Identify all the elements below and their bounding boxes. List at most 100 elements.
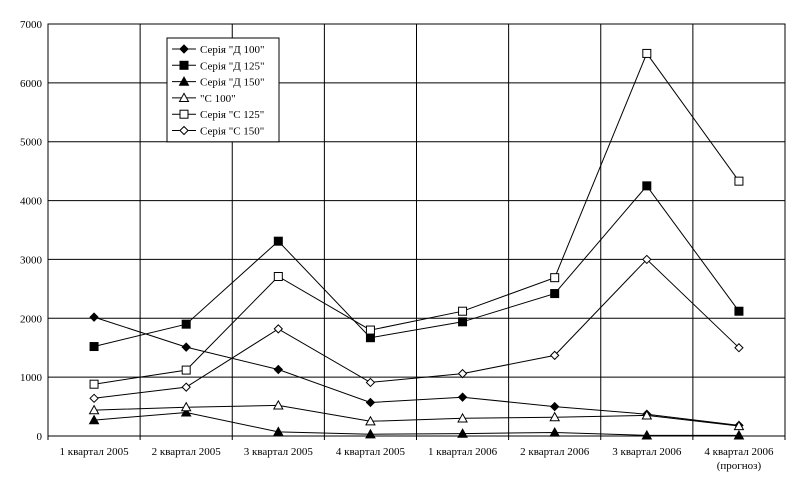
data-point: [641, 409, 653, 420]
data-point: [365, 397, 376, 408]
legend-marker: [179, 109, 189, 119]
series-line: [94, 404, 739, 427]
data-point: [458, 306, 468, 316]
legend-item: "С 100": [172, 92, 236, 105]
x-tick-label: 2 квартал 2005: [152, 446, 222, 458]
legend-label: "С 100": [200, 93, 236, 105]
legend-label: Серія "Д 125": [200, 60, 264, 72]
data-point: [88, 404, 100, 415]
legend-label: Серія "С 125": [200, 109, 264, 121]
legend-label: Серія "Д 100": [200, 44, 264, 56]
data-point: [365, 325, 375, 335]
data-point: [365, 415, 376, 426]
data-point: [457, 428, 468, 438]
data-point: [457, 368, 468, 379]
y-tick-label: 4000: [20, 196, 43, 208]
x-tick-labels: 1 квартал 2005 2 квартал 2005 3 квартал 20…: [60, 446, 774, 472]
series-0: [89, 312, 744, 431]
y-tick-label: 2000: [20, 313, 43, 325]
series-group: [88, 48, 745, 440]
series-line: [94, 411, 739, 436]
y-tick-labels: 0 1000 2000 3000 4000 5000 6000 7000: [20, 19, 43, 443]
data-point: [733, 420, 745, 431]
legend-item: Серія "Д 150": [172, 76, 264, 89]
data-point: [642, 48, 652, 58]
legend-marker: [179, 44, 189, 54]
legend-label: Серія "Д 150": [200, 77, 264, 89]
data-point: [734, 306, 744, 316]
x-tick-label: 3 квартал 2005: [244, 446, 314, 458]
data-point: [365, 333, 375, 343]
x-tick-label: 3 квартал 2006: [612, 446, 682, 458]
legend-item: Серія "Д 100": [172, 44, 264, 56]
legend-item: Серія "С 150": [172, 126, 264, 138]
data-point: [642, 181, 652, 191]
data-point: [273, 324, 284, 334]
x-tick-label: 4 квартал 2006: [704, 446, 774, 458]
legend-marker: [178, 92, 190, 102]
data-point: [549, 426, 561, 437]
series-line: [94, 52, 740, 385]
series-line: [93, 185, 740, 347]
data-point: [180, 406, 192, 417]
legend-box: [166, 37, 280, 143]
legend-item: Серія "С 125": [172, 109, 264, 121]
data-point: [733, 429, 745, 440]
series-4: [89, 48, 744, 389]
series-2: [88, 406, 745, 440]
data-point: [272, 399, 284, 410]
x-tick-label: 4 квартал 2005: [336, 446, 406, 458]
data-point: [457, 412, 468, 423]
data-point: [734, 343, 744, 353]
y-tick-label: 7000: [20, 19, 43, 31]
series-3: [88, 399, 745, 431]
legend-marker: [179, 125, 189, 136]
legend: Серія "Д 100" Серія "Д 125" Серія "Д 150" "…: [166, 37, 280, 143]
x-tick-label: 2 квартал 2006: [520, 446, 590, 458]
legend-label: Серія "С 150": [200, 126, 264, 138]
data-point: [273, 236, 283, 246]
data-point: [641, 429, 653, 440]
series-line: [93, 316, 739, 426]
data-point: [365, 377, 376, 388]
data-point: [89, 312, 99, 322]
x-tick-label: 1 квартал 2006: [428, 446, 498, 458]
data-point: [181, 365, 191, 375]
data-point: [89, 379, 99, 389]
data-point: [642, 254, 652, 265]
data-point: [181, 382, 191, 392]
y-tick-label: 6000: [20, 78, 43, 90]
data-point: [273, 271, 283, 281]
data-point: [457, 392, 468, 402]
data-point: [88, 414, 100, 425]
data-point: [272, 426, 284, 436]
data-point: [550, 273, 560, 283]
data-point: [273, 364, 284, 375]
data-point: [365, 428, 376, 439]
x-tick-label: 1 квартал 2005: [60, 446, 130, 458]
data-point: [550, 289, 560, 299]
data-point: [89, 342, 99, 352]
legend-item: Серія "Д 125": [172, 60, 264, 72]
data-point: [549, 411, 561, 422]
data-point: [458, 317, 468, 327]
series-line: [94, 258, 740, 399]
data-point: [549, 350, 560, 361]
data-point: [180, 401, 192, 412]
data-point: [549, 401, 560, 412]
y-tick-label: 1000: [20, 372, 43, 384]
series-1: [89, 181, 744, 352]
axes: [47, 23, 786, 440]
y-tick-label: 5000: [20, 137, 43, 149]
legend-marker: [178, 76, 190, 86]
legend-marker: [179, 60, 189, 70]
y-tick-label: 0: [37, 431, 43, 443]
data-point: [181, 342, 191, 352]
y-tick-label: 3000: [20, 254, 43, 266]
data-point: [181, 319, 191, 329]
x-tick-label: (прогноз): [717, 460, 762, 472]
data-point: [89, 393, 99, 404]
data-point: [734, 176, 744, 186]
